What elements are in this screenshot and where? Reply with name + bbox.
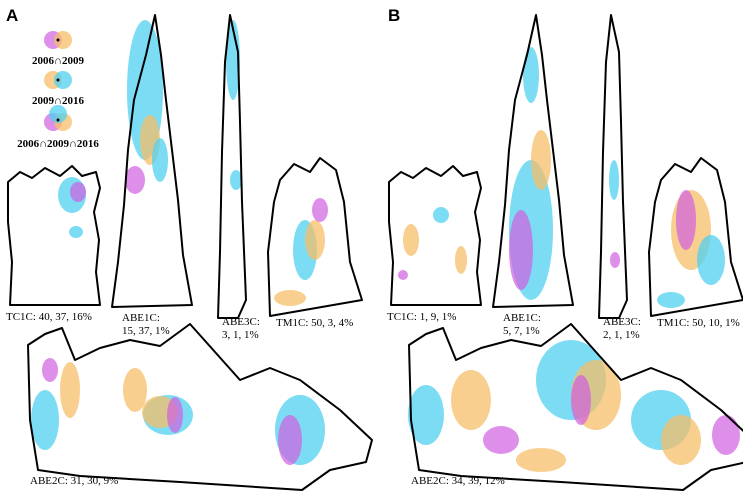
legend-label: 2009∩2016 (32, 95, 84, 107)
site-label: 3, 1, 1% (222, 329, 259, 341)
site-label: 5, 7, 1% (503, 325, 540, 337)
site-label: ABE2C: 34, 39, 12% (411, 475, 505, 487)
legend-label: 2006∩2009 (32, 55, 84, 67)
legend-icons (44, 31, 72, 131)
panel-letter: B (388, 6, 400, 25)
site-label: TM1C: 50, 10, 1% (657, 317, 740, 329)
site-label: ABE1C: (122, 312, 160, 324)
panel-a-maps (7, 14, 373, 491)
site-label: TC1C: 40, 37, 16% (6, 311, 92, 323)
site-label: 15, 37, 1% (122, 325, 170, 337)
site-label: TC1C: 1, 9, 1% (387, 311, 456, 323)
site-label: ABE3C: (222, 316, 260, 328)
panel-b-maps (388, 14, 743, 491)
site-label: ABE2C: 31, 30, 9% (30, 475, 118, 487)
site-label: 2, 1, 1% (603, 329, 640, 341)
panel-letter: A (6, 6, 18, 25)
site-label: ABE3C: (603, 316, 641, 328)
site-label: TM1C: 50, 3, 4% (276, 317, 353, 329)
legend-label: 2006∩2009∩2016 (17, 138, 99, 150)
site-label: ABE1C: (503, 312, 541, 324)
